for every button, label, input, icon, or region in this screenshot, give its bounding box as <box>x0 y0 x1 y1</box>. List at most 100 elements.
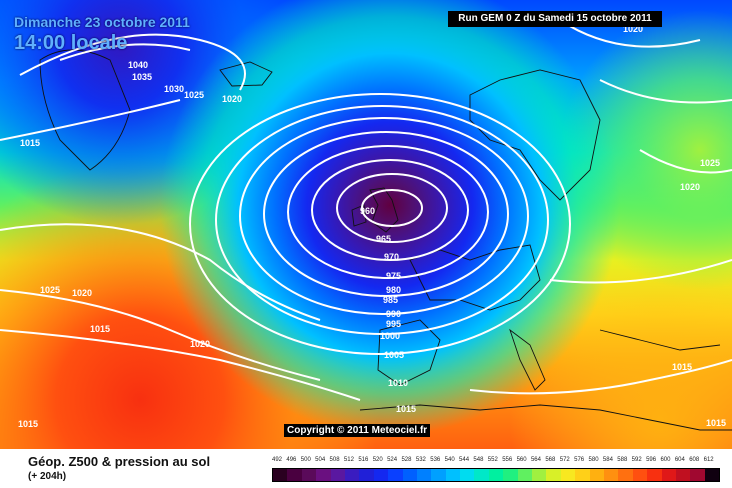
scale-value-label: 584 <box>602 457 613 463</box>
scale-swatch <box>546 469 561 481</box>
scale-swatch <box>589 469 604 481</box>
scale-swatch <box>704 469 720 481</box>
scale-value-label: 600 <box>660 457 671 463</box>
scale-value-label: 560 <box>516 457 527 463</box>
scale-value-label: 576 <box>574 457 585 463</box>
color-scale-labels: 492 496 500 504 508 512 516 520 524 528 532 536 540 5… <box>272 457 718 466</box>
scale-value-label: 592 <box>631 457 642 463</box>
scale-swatch <box>287 469 302 481</box>
scale-swatch <box>632 469 648 481</box>
scale-value-label: 580 <box>588 457 599 463</box>
scale-value-label: 612 <box>703 457 714 463</box>
isobar-label: 1040 <box>128 60 148 70</box>
copyright-label: Copyright © 2011 Meteociel.fr <box>284 424 431 437</box>
scale-value-label: 504 <box>315 457 326 463</box>
scale-value-label: 572 <box>559 457 570 463</box>
scale-swatch <box>373 469 389 481</box>
isobar-label: 1015 <box>18 419 38 429</box>
scale-swatch <box>474 469 489 481</box>
iceland-coast <box>219 61 273 87</box>
scale-value-label: 540 <box>444 457 455 463</box>
scale-swatch <box>603 469 619 481</box>
forecast-time: 14:00 locale <box>14 32 128 54</box>
isobar-label: 990 <box>386 309 401 319</box>
isobar-label: 970 <box>384 252 399 262</box>
isobar-label: 1030 <box>164 84 184 94</box>
model-run-label: Run GEM 0 Z du Samedi 15 octobre 2011 <box>448 11 662 27</box>
scale-value-label: 548 <box>473 457 484 463</box>
isobar-label: 960 <box>360 206 375 216</box>
isobar-label: 975 <box>386 271 401 281</box>
italy-coast <box>509 328 546 391</box>
scandinavia-coast <box>469 69 601 201</box>
scale-value-label: 552 <box>487 457 498 463</box>
isobar-label: 1020 <box>72 288 92 298</box>
isobar-label: 980 <box>386 285 401 295</box>
isobar-label: 1000 <box>380 331 400 341</box>
scale-value-label: 568 <box>545 457 556 463</box>
scale-value-label: 556 <box>502 457 513 463</box>
scale-swatch <box>661 469 676 481</box>
scale-value-label: 496 <box>286 457 297 463</box>
scale-value-label: 596 <box>646 457 657 463</box>
africa-coast <box>359 404 732 431</box>
map-footer: Géop. Z500 & pression au sol (+ 204h) 49… <box>0 449 732 488</box>
scale-value-label: 500 <box>300 457 311 463</box>
low-pressure-core <box>0 0 732 449</box>
isobar-label: 1035 <box>132 72 152 82</box>
isobar-label: 1020 <box>623 24 643 34</box>
scale-swatch <box>647 469 662 481</box>
isobar-label: 1020 <box>190 339 210 349</box>
scale-swatch <box>560 469 576 481</box>
scale-value-label: 564 <box>530 457 541 463</box>
color-scale-bar <box>272 468 720 482</box>
scale-value-label: 544 <box>459 457 470 463</box>
scale-value-label: 532 <box>415 457 426 463</box>
scale-value-label: 524 <box>387 457 398 463</box>
isobar-labels: 1040 1035 1030 1025 1020 1015 960 965 97… <box>18 24 726 429</box>
isobars <box>0 19 732 401</box>
ireland-coast <box>351 204 367 227</box>
map-title: Géop. Z500 & pression au sol <box>28 454 211 469</box>
scale-value-label: 608 <box>689 457 700 463</box>
forecast-date: Dimanche 23 octobre 2011 <box>14 14 190 30</box>
scale-swatch <box>402 469 417 481</box>
isobar-label: 1020 <box>222 94 242 104</box>
isobar-label: 965 <box>376 234 391 244</box>
scale-value-label: 520 <box>372 457 383 463</box>
scale-swatch <box>575 469 590 481</box>
scale-swatch <box>460 469 475 481</box>
scale-value-label: 512 <box>343 457 354 463</box>
isobar-label: 1025 <box>700 158 720 168</box>
scale-value-label: 492 <box>272 457 283 463</box>
scale-swatch <box>488 469 504 481</box>
scale-swatch <box>344 469 360 481</box>
isobar-label: 1025 <box>184 90 204 100</box>
scale-swatch <box>675 469 691 481</box>
isobar-label: 1015 <box>20 138 40 148</box>
scale-value-label: 508 <box>329 457 340 463</box>
scale-value-label: 604 <box>674 457 685 463</box>
isobar-label: 985 <box>383 295 398 305</box>
map-canvas: 1040 1035 1030 1025 1020 1015 960 965 97… <box>0 0 732 449</box>
balkans-coast <box>599 329 721 351</box>
isobar-label: 1010 <box>388 378 408 388</box>
scale-swatch <box>330 469 345 481</box>
scale-swatch <box>618 469 633 481</box>
scale-value-label: 536 <box>430 457 441 463</box>
scale-swatch <box>445 469 461 481</box>
isobar-label: 1005 <box>384 350 404 360</box>
scale-value-label: 528 <box>401 457 412 463</box>
scale-swatch <box>388 469 403 481</box>
isobar-label: 1015 <box>672 362 692 372</box>
isobar-label: 1015 <box>396 404 416 414</box>
scale-swatch <box>416 469 432 481</box>
isobar-label: 1015 <box>90 324 110 334</box>
scale-swatch <box>273 469 288 481</box>
scale-swatch <box>532 469 547 481</box>
forecast-range: (+ 204h) <box>28 471 67 482</box>
iberia-coast <box>377 319 441 386</box>
scale-swatch <box>517 469 533 481</box>
scale-value-label: 516 <box>358 457 369 463</box>
scale-swatch <box>503 469 518 481</box>
